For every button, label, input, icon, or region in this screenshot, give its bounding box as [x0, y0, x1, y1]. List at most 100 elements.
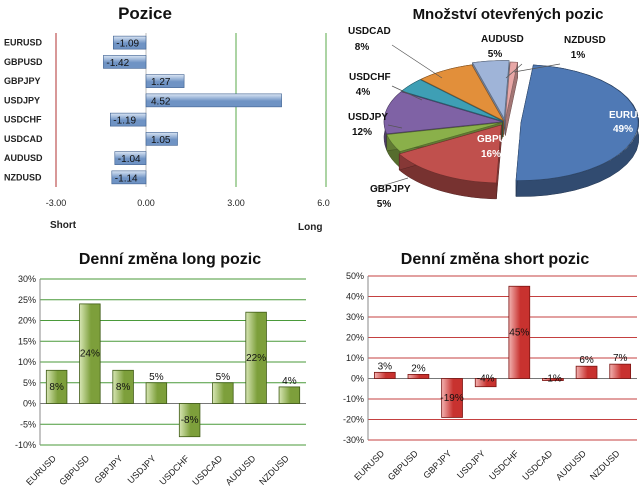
pie-value-label: 8%: [355, 42, 370, 53]
bar: [609, 363, 632, 379]
y-tick-label: 30%: [18, 274, 36, 284]
bar-value-label: -19%: [440, 393, 463, 404]
pie-slice-eurusd: [515, 64, 639, 181]
pie-label: GBPJPY: [370, 184, 411, 195]
y-tick-label: -5%: [20, 419, 36, 429]
x-category-label: USDCAD: [520, 448, 554, 482]
bar: [178, 403, 201, 438]
bar-value-label: 3%: [378, 361, 393, 372]
bar-value-label: 5%: [216, 372, 231, 383]
y-tick-label: -30%: [343, 435, 364, 445]
y-tick-label: -20%: [343, 415, 364, 425]
positions-bar: [110, 112, 147, 127]
x-category-label: USDCHF: [157, 453, 191, 487]
positions-bar-value-label: 1.05: [151, 135, 171, 146]
positions-bar: [145, 93, 282, 108]
daily-long-change-svg: Denní změna long pozic -10% -5% 0% 5% 10% 15% 2…: [15, 251, 306, 487]
pie-slice-usdjpy: [383, 91, 503, 135]
pie-value-label: 12%: [352, 127, 372, 138]
pie-label: NZDUSD: [564, 35, 606, 46]
positions-bar: [113, 35, 147, 50]
x-category-label: AUDUSD: [224, 453, 258, 487]
pie-value-label: 1%: [571, 50, 586, 61]
pie-slice-gbpjpy: [386, 122, 503, 152]
bar: [245, 311, 267, 404]
x-category-label: EURUSD: [352, 448, 386, 482]
bar-value-label: 2%: [411, 363, 426, 374]
bar: [112, 369, 134, 404]
bar: [508, 285, 531, 379]
x-category-label: GBPJPY: [421, 448, 453, 480]
x-category-label: USDJPY: [126, 453, 158, 485]
x-category-label: GBPJPY: [92, 453, 124, 485]
positions-bar-value-label: -1.42: [106, 58, 129, 69]
bar-value-label: 22%: [246, 353, 266, 364]
bar-value-label: 7%: [613, 353, 628, 364]
bar: [407, 373, 430, 379]
y-tick-label: 20%: [18, 316, 36, 326]
x-category-label: GBPUSD: [386, 448, 420, 482]
pie-leader-line: [391, 85, 423, 101]
positions-short-label: Short: [50, 220, 77, 231]
x-category-label: EURUSD: [24, 453, 58, 487]
y-tick-label: 25%: [18, 295, 36, 305]
y-tick-label: -10%: [15, 440, 36, 450]
pie-leader-line: [374, 177, 409, 189]
y-tick-label: -10%: [343, 394, 364, 404]
positions-category-label: USDJPY: [4, 95, 40, 105]
positions-bar-value-label: -1.14: [115, 173, 138, 184]
bar-value-label: -4%: [477, 374, 495, 385]
bar: [45, 369, 68, 404]
y-tick-label: 0%: [23, 399, 36, 409]
pie-chart-title: Množství otevřených pozic: [413, 6, 604, 23]
positions-x-tick-label: 6.00: [317, 198, 330, 208]
y-tick-label: 30%: [346, 312, 364, 322]
x-category-label: USDJPY: [455, 448, 487, 480]
positions-bar: [114, 151, 147, 165]
positions-bar-value-label: -1.19: [113, 116, 136, 127]
positions-bar-value-label: -1.09: [116, 39, 139, 50]
positions-bar: [145, 132, 178, 146]
positions-bar: [145, 74, 185, 88]
bar-value-label: 8%: [49, 382, 64, 393]
pie-label: EURUSD: [609, 110, 639, 121]
y-tick-label: 10%: [18, 357, 36, 367]
x-category-label: GBPUSD: [57, 453, 91, 487]
x-category-label: USDCAD: [190, 453, 224, 487]
positions-bar: [111, 170, 147, 185]
bar-value-label: 24%: [80, 349, 100, 360]
bar-value-label: 6%: [579, 355, 594, 366]
chart-title: Denní změna long pozic: [79, 251, 261, 268]
positions-chart-svg: Pozice -3.00 0.00 3.00 6.00 EURUSD -1.09 GBPUSD…: [4, 4, 330, 233]
bar-value-label: 4%: [282, 376, 297, 387]
open-positions-pie-svg: Množství otevřených pozic EURUSD 49% GBPUSD…: [348, 6, 639, 210]
x-category-label: NZDUSD: [588, 448, 622, 482]
y-tick-label: 5%: [23, 378, 36, 388]
x-category-label: NZDUSD: [257, 453, 291, 487]
bar: [373, 371, 396, 379]
positions-chart: Pozice -3.00 0.00 3.00 6.00 EURUSD -1.09 GBPUSD…: [0, 0, 330, 240]
pie-value-label: 5%: [377, 199, 392, 210]
y-tick-label: 0%: [351, 374, 364, 384]
x-category-label: USDCHF: [487, 448, 521, 482]
pie-label: USDJPY: [348, 112, 388, 123]
positions-category-label: GBPUSD: [4, 57, 43, 67]
positions-chart-title: Pozice: [118, 4, 172, 23]
pie-label: USDCAD: [348, 26, 391, 37]
pie-value-label: 16%: [481, 149, 501, 160]
pie-value-label: 5%: [488, 49, 503, 60]
bar: [542, 378, 564, 381]
y-tick-label: 40%: [346, 292, 364, 302]
x-category-label: AUDUSD: [554, 448, 588, 482]
pie-slice-audusd: [472, 60, 510, 120]
bar: [575, 365, 598, 379]
pie-label: USDCHF: [349, 72, 391, 83]
pie-slice-gbpusd: [398, 124, 502, 184]
y-tick-label: 50%: [346, 271, 364, 281]
pie-value-label: 49%: [613, 124, 633, 135]
daily-short-change-chart: Denní změna short pozic -30% -20% -10% 0% 10%…: [320, 240, 639, 494]
bar: [145, 382, 168, 404]
bar-value-label: 8%: [116, 382, 131, 393]
positions-x-tick-label: -3.00: [46, 198, 67, 208]
open-positions-pie-chart: Množství otevřených pozic EURUSD 49% GBPUSD…: [330, 0, 639, 240]
